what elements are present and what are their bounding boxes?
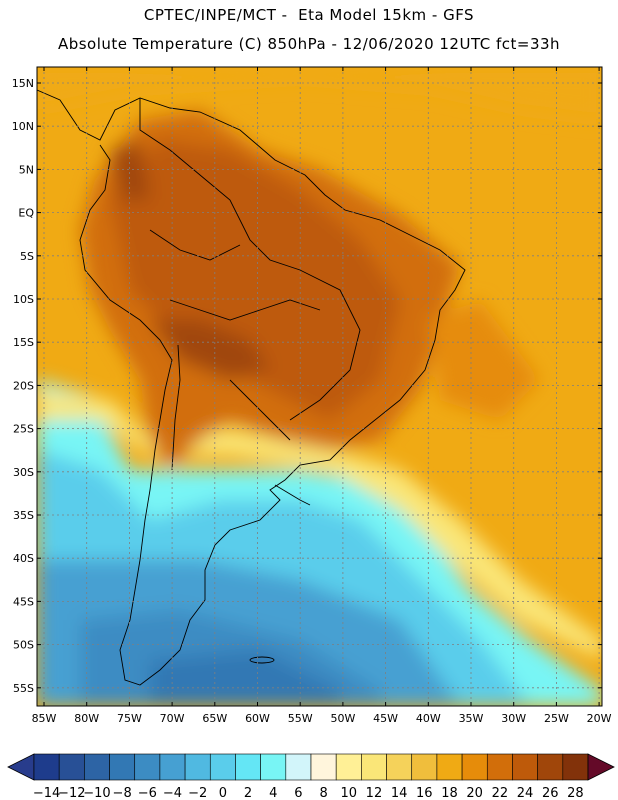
lat-label: EQ [18,207,34,220]
colorbar-cell [209,753,236,781]
lat-label: 45S [13,595,34,608]
colorbar-cell [335,753,362,781]
lon-label: 30W [501,712,526,725]
temperature-field [37,67,602,706]
colorbar-cell [33,753,60,781]
lon-label: 75W [117,712,142,725]
colorbar-cell [361,753,387,781]
map-frame [36,66,603,707]
colorbar-label: −8 [113,786,132,800]
colorbar-cell [436,753,463,781]
lon-label: 20W [587,712,612,725]
colorbar-label: −12 [58,786,85,800]
colorbar-label: 22 [492,786,509,800]
lat-label: 50S [13,639,34,652]
colorbar-cell [58,753,85,781]
colorbar-cell [285,753,312,781]
lon-label: 50W [330,712,355,725]
colorbar-cell [159,753,186,781]
colorbar-cell [235,753,261,781]
lat-label: 35S [13,509,34,522]
colorbar-overflow-arrow [587,753,615,781]
latitude-labels: 15N 10N 5N EQ 5S 10S 15S 20S 25S 30S 35S 40S 45S 50S 5… [12,77,35,695]
map-grid [37,67,602,706]
map-title-line2: Absolute Temperature (C) 850hPa - 12/06/… [57,35,561,53]
colorbar-label: −2 [188,786,207,800]
colorbar-label: 2 [244,786,252,800]
colorbar-label: 26 [542,786,559,800]
lat-label: 15N [12,77,34,90]
lon-label: 60W [245,712,270,725]
colorbar-label: 4 [269,786,277,800]
lon-label: 65W [202,712,227,725]
colorbar-label: 8 [319,786,327,800]
lat-label: 5N [19,163,34,176]
colorbar-cell [134,753,161,781]
colorbar: −14−12−10 −8 −6 −4 −2 0 2 4 6 8 10 12 14 16 18 20 22 24 26… [7,753,615,800]
lat-label: 10N [12,120,34,133]
colorbar-cell [109,753,136,781]
colorbar-label: 6 [294,786,302,800]
lat-label: 30S [13,466,34,479]
colorbar-label: −6 [138,786,157,800]
colorbar-cell [184,753,211,781]
colorbar-cell [84,753,110,781]
colorbar-label: 14 [391,786,408,800]
lat-label: 20S [13,379,34,392]
coastline [37,89,466,686]
colorbar-label: −4 [163,786,182,800]
colorbar-label: 28 [567,786,584,800]
colorbar-cell [486,753,513,781]
colorbar-label: −14 [33,786,60,800]
lon-label: 80W [74,712,99,725]
colorbar-label: 10 [340,786,357,800]
lon-label: 55W [288,712,313,725]
colorbar-label: 16 [416,786,433,800]
colorbar-cell [537,753,564,781]
colorbar-underflow-arrow [7,753,35,781]
colorbar-cell [386,753,413,781]
longitude-labels: 85W 80W 75W 70W 65W 60W 55W 50W 45W 40W 35W 30W 25W 2… [32,712,612,725]
lat-label: 25S [13,423,34,436]
colorbar-label: 12 [366,786,383,800]
colorbar-label: −10 [83,786,110,800]
lat-label: 10S [13,293,34,306]
lat-label: 40S [13,552,34,565]
lon-label: 25W [544,712,569,725]
axis-ticks [37,67,602,706]
colorbar-label: 20 [466,786,483,800]
colorbar-cell [411,753,438,781]
colorbar-cell [310,753,337,781]
colorbar-cell [461,753,488,781]
colorbar-cell [260,753,287,781]
lon-label: 45W [373,712,398,725]
colorbar-cell [562,753,589,781]
lon-label: 85W [32,712,57,725]
lat-label: 55S [13,682,34,695]
colorbar-label: 24 [517,786,534,800]
lon-label: 35W [459,712,484,725]
lon-label: 40W [416,712,441,725]
colorbar-label: 18 [441,786,458,800]
lat-label: 5S [20,250,34,263]
colorbar-label: 0 [219,786,227,800]
map-title-line1: CPTEC/INPE/MCT - Eta Model 15km - GFS [143,6,475,24]
lon-label: 70W [160,712,185,725]
lat-label: 15S [13,336,34,349]
colorbar-cell [512,753,538,781]
